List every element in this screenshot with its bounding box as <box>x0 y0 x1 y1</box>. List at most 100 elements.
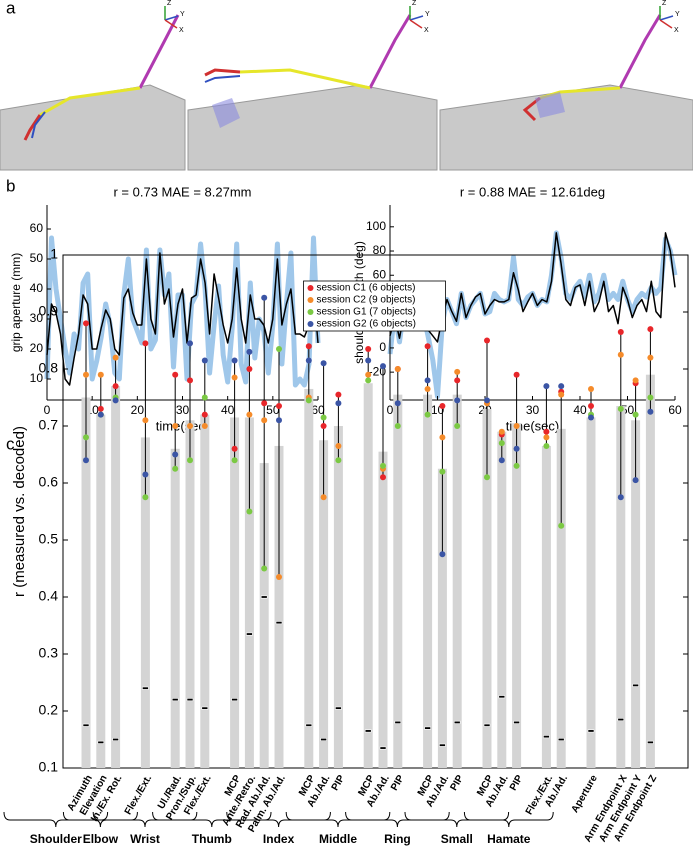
session-dot <box>513 445 520 452</box>
scene <box>0 14 186 171</box>
hand <box>204 68 241 77</box>
session-dot <box>498 428 505 435</box>
chance-mark <box>483 723 491 727</box>
bar <box>586 417 596 768</box>
scene-axis-label: Z <box>412 0 417 7</box>
x-tick-label: PIP <box>330 773 348 793</box>
session-dot <box>394 366 401 372</box>
scene-axis <box>164 15 179 21</box>
y-tick-label: 60 <box>373 267 387 281</box>
object <box>212 98 240 128</box>
session-dot <box>380 363 386 370</box>
scene-axis-label: Y <box>425 11 430 18</box>
y-tick-label: 20 <box>30 341 44 355</box>
session-dot <box>558 391 565 398</box>
session-dot <box>543 442 550 449</box>
session-dot <box>588 385 594 392</box>
forearm <box>239 68 371 90</box>
bar <box>111 386 121 768</box>
session-dot <box>320 360 327 367</box>
session-dot <box>187 340 193 347</box>
bar <box>259 463 269 768</box>
scene-axis-label: X <box>424 27 429 34</box>
session-dot <box>632 477 639 484</box>
bar <box>512 423 522 768</box>
session-dot <box>187 457 193 464</box>
session-dot <box>484 397 490 404</box>
chance-mark <box>364 729 372 733</box>
session-dot <box>97 411 104 418</box>
hand <box>23 114 42 141</box>
chance-mark <box>498 695 506 699</box>
legend-label: session C1 (6 objects) <box>317 283 416 294</box>
chance-mark <box>335 706 342 710</box>
session-dot <box>558 522 565 529</box>
panel-label: a <box>6 0 16 17</box>
floor <box>187 84 438 171</box>
session-dot <box>201 394 208 401</box>
scene-axis <box>659 19 673 29</box>
session-dot <box>231 445 238 452</box>
chance-mark <box>112 737 119 741</box>
session-dot <box>261 294 268 301</box>
floor <box>0 84 186 171</box>
x-tick-label: 30 <box>526 403 540 417</box>
session-dot <box>231 357 238 364</box>
session-dot <box>112 383 119 390</box>
series-line <box>389 232 676 343</box>
bar <box>423 394 433 768</box>
session-dot <box>305 397 312 404</box>
chance-mark <box>557 737 565 741</box>
session-dot <box>484 474 490 481</box>
bar <box>304 388 314 768</box>
scene-axis <box>409 19 423 29</box>
scene-axis-label: Z <box>662 0 667 7</box>
session-dot <box>172 451 179 458</box>
session-dot <box>246 366 253 372</box>
y-tick-label: 100 <box>366 219 386 233</box>
chance-mark <box>543 735 550 739</box>
scene-axis-label: Y <box>675 11 680 18</box>
panel-label: b <box>6 176 15 195</box>
plot-frame <box>62 254 689 769</box>
session-dot <box>335 442 342 449</box>
chance-mark <box>142 686 149 690</box>
scenes <box>0 14 693 171</box>
chart-title: r = 0.73 MAE = 8.27mm <box>113 184 251 199</box>
y-axis-label: r (measured vs. decoded) <box>11 426 28 597</box>
scene <box>187 14 438 171</box>
bar <box>200 414 210 768</box>
session-dot <box>246 348 253 355</box>
x-tick-label: 60 <box>311 403 325 417</box>
session-dot <box>172 371 179 378</box>
session-dot <box>187 377 193 384</box>
session-dot <box>172 423 179 429</box>
chance-mark <box>424 726 431 730</box>
scene-axis <box>164 19 178 29</box>
floor <box>439 84 693 171</box>
bar <box>541 445 551 768</box>
bar <box>556 428 566 768</box>
session-dot <box>335 391 342 398</box>
session-dot <box>335 457 342 464</box>
chance-mark <box>275 621 283 625</box>
legend-label: session C2 (9 objects) <box>317 295 416 306</box>
chance-mark <box>647 740 654 744</box>
legend-marker <box>307 321 314 327</box>
x-tick-label: Flex./Ext. <box>123 773 155 817</box>
session-dot <box>513 371 520 378</box>
session-dot <box>543 428 550 435</box>
y-tick-label: 0.1 <box>39 759 59 775</box>
session-dot <box>617 405 624 412</box>
legend-marker <box>307 285 314 291</box>
chance-mark <box>305 723 313 727</box>
session-dot <box>439 434 446 441</box>
session-dot <box>498 457 505 464</box>
session-dot <box>484 337 490 344</box>
hand <box>204 75 241 83</box>
legend-label: session G1 (7 objects) <box>317 307 417 318</box>
x-axis-label: time(sec) <box>156 418 209 433</box>
upper-arm <box>618 14 662 89</box>
bar <box>230 417 240 768</box>
chance-mark <box>246 632 253 636</box>
